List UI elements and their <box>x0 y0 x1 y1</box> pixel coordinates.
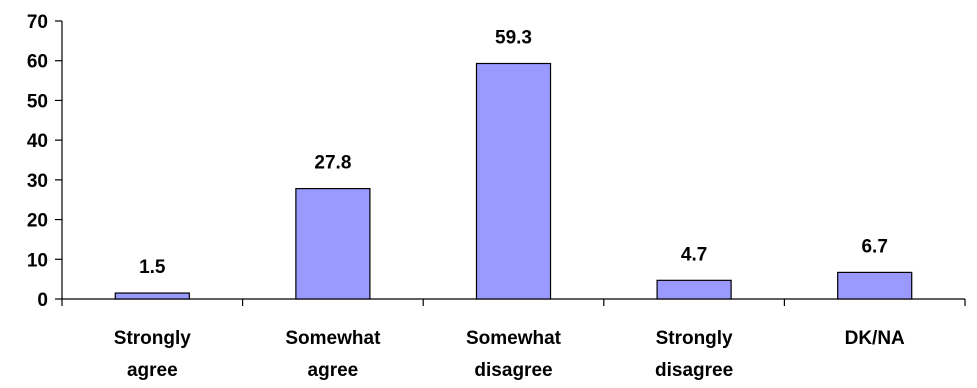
category-label: agree <box>127 360 178 381</box>
category-label: Somewhat <box>285 328 381 349</box>
bar-value-label: 27.8 <box>314 153 351 174</box>
category-label: disagree <box>655 360 733 381</box>
category-label: DK/NA <box>845 328 905 349</box>
y-tick-label: 60 <box>27 52 48 73</box>
bar <box>837 271 913 300</box>
y-tick-label: 70 <box>27 12 48 33</box>
category-label: agree <box>308 360 359 381</box>
y-tick-label: 30 <box>27 171 48 192</box>
bar <box>295 187 371 300</box>
bars <box>114 62 913 300</box>
y-tick-label: 10 <box>27 250 48 271</box>
category-label: Strongly <box>656 328 733 349</box>
y-axis: 0 10 20 30 40 50 60 70 <box>27 12 63 311</box>
bar-value-label: 1.5 <box>139 257 166 278</box>
category-label: Strongly <box>114 328 191 349</box>
bar-value-label: 59.3 <box>495 27 532 48</box>
bar-value-label: 4.7 <box>681 244 707 265</box>
y-tick-label: 40 <box>27 131 48 152</box>
category-label: disagree <box>474 360 552 381</box>
data-labels: 1.5 27.8 59.3 4.7 6.7 <box>139 27 888 278</box>
bar <box>475 62 552 300</box>
y-tick-label: 0 <box>37 290 48 311</box>
bar <box>114 292 190 300</box>
x-axis: Strongly agree Somewhat agree Somewhat disagr… <box>61 298 966 381</box>
y-tick-label: 50 <box>27 91 48 112</box>
y-tick-label: 20 <box>27 211 48 232</box>
bar <box>656 279 732 300</box>
bar-value-label: 6.7 <box>861 236 887 257</box>
category-label: Somewhat <box>466 328 562 349</box>
